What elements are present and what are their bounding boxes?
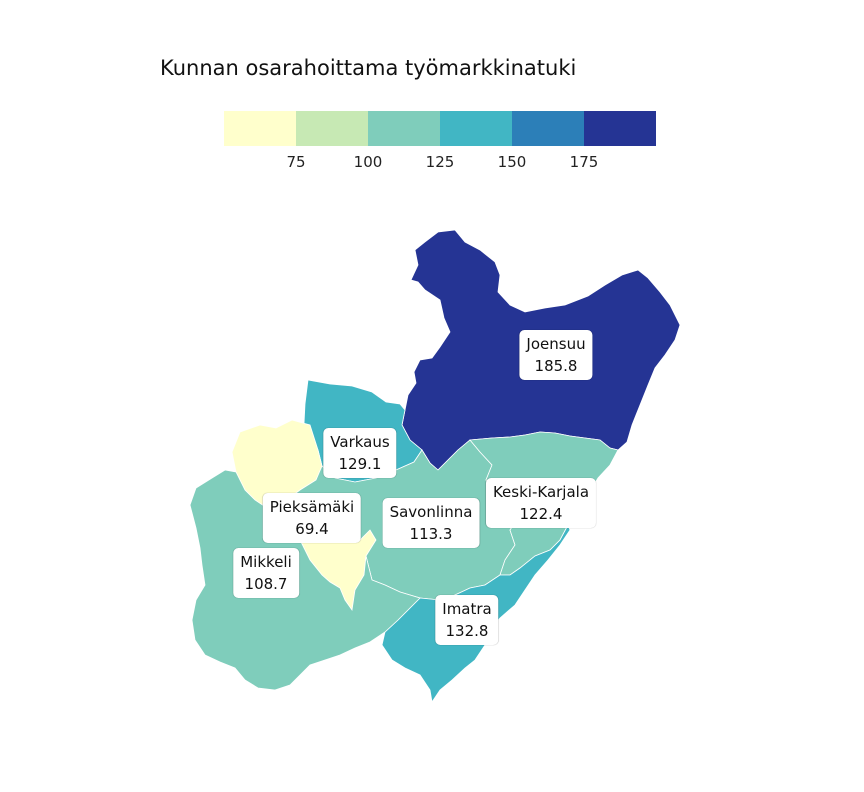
region-label-savonlinna: Savonlinna 113.3 <box>382 498 480 548</box>
region-label-mikkeli: Mikkeli 108.7 <box>233 548 299 598</box>
region-name: Keski-Karjala <box>492 483 590 501</box>
region-name: Pieksämäki <box>269 498 355 516</box>
region-value: 132.8 <box>445 622 489 640</box>
region-mikkeli[interactable] <box>189 469 421 691</box>
legend-swatch-5 <box>512 111 584 146</box>
legend-tick: 75 <box>286 153 306 171</box>
legend-swatch-3 <box>368 111 440 146</box>
region-name: Mikkeli <box>240 553 292 571</box>
legend-tick: 150 <box>497 153 527 171</box>
region-value: 69.4 <box>295 520 329 538</box>
map-title: Kunnan osarahoittama työmarkkinatuki <box>160 56 577 80</box>
legend-swatch-2 <box>296 111 368 146</box>
region-label-keski-karjala: Keski-Karjala 122.4 <box>485 478 597 528</box>
region-name: Joensuu <box>526 335 586 353</box>
region-label-pieksamaki: Pieksämäki 69.4 <box>262 493 362 543</box>
region-name: Imatra <box>442 600 492 618</box>
region-value: 129.1 <box>338 455 382 473</box>
color-legend <box>224 111 656 146</box>
legend-swatch-1 <box>224 111 296 146</box>
legend-swatch-6 <box>584 111 656 146</box>
region-value: 185.8 <box>534 357 578 375</box>
region-label-imatra: Imatra 132.8 <box>435 595 499 645</box>
legend-tick: 125 <box>425 153 455 171</box>
region-value: 113.3 <box>409 525 453 543</box>
region-value: 122.4 <box>519 505 563 523</box>
region-label-varkaus: Varkaus 129.1 <box>323 428 397 478</box>
legend-tick: 175 <box>569 153 599 171</box>
legend-swatch-4 <box>440 111 512 146</box>
region-label-joensuu: Joensuu 185.8 <box>519 330 593 380</box>
region-value: 108.7 <box>244 575 288 593</box>
region-name: Savonlinna <box>389 503 473 521</box>
region-name: Varkaus <box>330 433 390 451</box>
legend-tick: 100 <box>353 153 383 171</box>
